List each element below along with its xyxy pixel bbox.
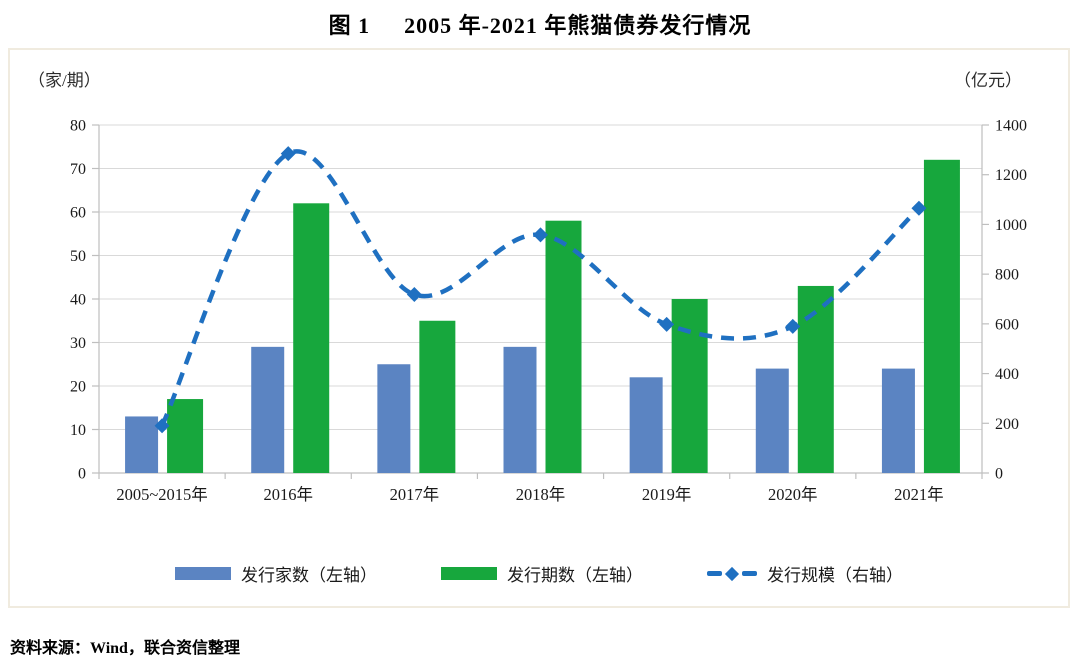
issuers-bar-2021年 bbox=[881, 368, 915, 473]
issues-bar-2005~2015年 bbox=[167, 399, 204, 473]
issuers-legend-label: 发行家数（左轴） bbox=[241, 566, 377, 585]
scale-marker-2020年 bbox=[785, 318, 801, 334]
right-axis-tick-label: 1400 bbox=[995, 118, 1027, 135]
issues-bar-2018年 bbox=[545, 220, 582, 473]
left-axis-tick-label: 80 bbox=[70, 118, 86, 135]
issuers-bar-2016年 bbox=[251, 346, 285, 473]
right-axis-tick-label: 0 bbox=[995, 466, 1003, 483]
issuers-bar-2019年 bbox=[629, 377, 663, 473]
issuers-bar-2017年 bbox=[377, 364, 411, 473]
figure-title-text: 2005 年-2021 年熊猫债券发行情况 bbox=[404, 13, 752, 38]
right-axis-tick-label: 800 bbox=[995, 267, 1019, 284]
category-label: 2018年 bbox=[516, 485, 566, 504]
scale-marker-2019年 bbox=[659, 316, 675, 332]
issues-legend-label: 发行期数（左轴） bbox=[507, 566, 643, 585]
issues-bar-2019年 bbox=[671, 299, 708, 473]
left-axis-tick-label: 10 bbox=[70, 422, 86, 439]
dash-glyph bbox=[707, 571, 722, 576]
right-axis-tick-label: 600 bbox=[995, 316, 1019, 333]
category-label: 2020年 bbox=[768, 485, 818, 504]
issues-bar-2021年 bbox=[923, 159, 960, 474]
category-label: 2005~2015年 bbox=[116, 485, 207, 504]
figure-number: 图 1 bbox=[328, 13, 371, 38]
left-axis-unit-label: （家/期） bbox=[28, 71, 101, 90]
scale-marker-2021年 bbox=[911, 200, 927, 216]
issuers-bar-2018年 bbox=[503, 346, 537, 473]
category-label: 2019年 bbox=[642, 485, 692, 504]
right-axis-tick-label: 200 bbox=[995, 416, 1019, 433]
dash-glyph bbox=[742, 571, 757, 576]
left-axis-tick-label: 30 bbox=[70, 335, 86, 352]
chart-frame: （家/期） （亿元） 0 10 20 30 40 50 60 70 80 0 200 400 600 80… bbox=[8, 48, 1070, 608]
diamond-marker-icon bbox=[724, 566, 740, 581]
category-label: 2021年 bbox=[894, 485, 944, 504]
right-axis-tick-label: 1000 bbox=[995, 217, 1027, 234]
scale-marker-2005~2015年 bbox=[154, 418, 170, 434]
issuers-legend-swatch bbox=[175, 567, 231, 580]
category-label: 2016年 bbox=[263, 485, 313, 504]
issuers-bar-2020年 bbox=[755, 368, 789, 473]
left-axis-tick-label: 40 bbox=[70, 292, 86, 309]
right-axis-tick-label: 1200 bbox=[995, 167, 1027, 184]
left-axis-tick-label: 0 bbox=[78, 466, 86, 483]
legend: 发行家数（左轴） 发行期数（左轴） 发行规模（右轴） bbox=[10, 561, 1068, 586]
issues-bar-2016年 bbox=[293, 203, 330, 474]
legend-item-issuers: 发行家数（左轴） bbox=[175, 561, 377, 586]
scale-marker-2017年 bbox=[406, 287, 422, 303]
scale-marker-2018年 bbox=[533, 227, 548, 243]
left-axis-tick-label: 50 bbox=[70, 248, 86, 265]
issuers-bar-2005~2015年 bbox=[125, 416, 159, 473]
scale-legend-label: 发行规模（右轴） bbox=[767, 566, 903, 585]
right-axis-tick-label: 400 bbox=[995, 366, 1019, 383]
figure-title: 图 1 2005 年-2021 年熊猫债券发行情况 bbox=[0, 8, 1080, 40]
issues-legend-swatch bbox=[441, 567, 497, 580]
left-axis-tick-label: 20 bbox=[70, 379, 86, 396]
source-note: 资料来源：Wind，联合资信整理 bbox=[10, 640, 240, 657]
scale-marker-2016年 bbox=[280, 146, 296, 162]
left-axis-tick-label: 60 bbox=[70, 205, 86, 222]
legend-item-issues: 发行期数（左轴） bbox=[441, 561, 643, 586]
right-axis-unit-label: （亿元） bbox=[954, 71, 1022, 90]
combo-chart: 0102030405060708002004006008001000120014… bbox=[70, 118, 1027, 505]
legend-item-scale: 发行规模（右轴） bbox=[707, 561, 903, 586]
category-label: 2017年 bbox=[390, 485, 440, 504]
issues-bar-2020年 bbox=[797, 285, 834, 473]
issues-bar-2017年 bbox=[419, 320, 456, 473]
scale-line-legend-sample bbox=[707, 566, 757, 581]
left-axis-tick-label: 70 bbox=[70, 161, 86, 178]
